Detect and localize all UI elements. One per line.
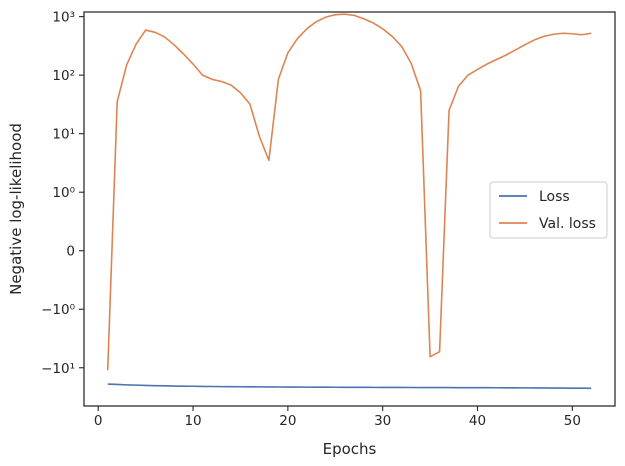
y-tick-label: 10⁰ — [52, 185, 75, 201]
x-axis: 0 10 20 30 40 50 — [94, 406, 581, 429]
y-tick-label: 10³ — [52, 10, 75, 26]
y-tick-label: −10¹ — [41, 361, 75, 377]
series-line-0 — [107, 383, 592, 390]
x-tick-label: 20 — [279, 413, 296, 429]
y-axis-label: Negative log-likelihood — [7, 123, 25, 295]
axes-frame — [83, 11, 616, 407]
x-tick-label: 30 — [374, 413, 391, 429]
x-tick-label: 10 — [184, 413, 201, 429]
y-tick-label: 10¹ — [52, 127, 75, 143]
y-tick-label: −10⁰ — [41, 302, 75, 318]
legend-label-0: Loss — [539, 189, 570, 205]
x-tick-label: 0 — [94, 413, 103, 429]
x-tick-label: 50 — [564, 413, 581, 429]
legend-label-1: Val. loss — [539, 216, 596, 232]
series-line-1 — [106, 13, 592, 371]
legend: Loss Val. loss — [489, 181, 608, 239]
series-layer — [106, 13, 592, 390]
y-tick-label: 0 — [66, 244, 75, 260]
y-tick-label: 10² — [52, 68, 75, 84]
x-tick-label: 40 — [469, 413, 486, 429]
x-axis-label: Epochs — [323, 440, 377, 458]
y-axis: −10¹ −10⁰ 0 10⁰ 10¹ 10² 10³ — [41, 10, 84, 377]
